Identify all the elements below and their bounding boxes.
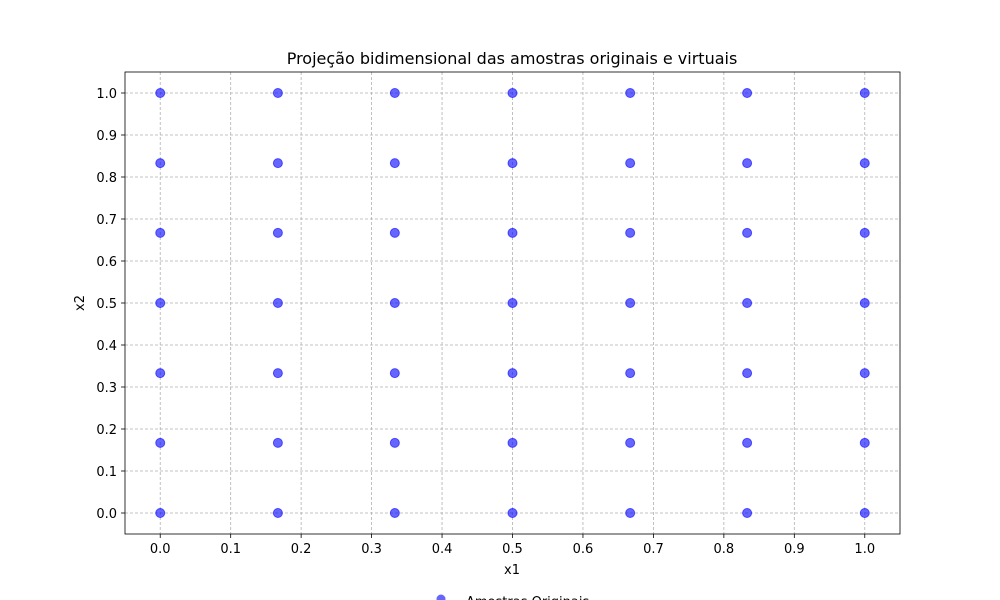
point [742,227,753,238]
y-tick-label: 0.2 [96,423,117,438]
point [272,227,283,238]
point [272,368,283,379]
y-tick-label: 0.3 [96,381,117,396]
plot-frame [124,71,901,535]
y-tick-label: 0.0 [96,507,117,522]
point [155,437,166,448]
x-tick-label: 0.8 [714,542,735,557]
point [859,298,870,308]
point [742,437,753,448]
x-tick-label: 0.9 [784,542,805,557]
y-tick-label: 0.1 [96,465,117,480]
legend-label: Amostras Originais [466,595,589,600]
y-tick-label: 0.9 [96,129,117,144]
point [507,437,518,448]
point [272,508,283,518]
point [272,88,283,98]
point [859,88,870,98]
point [859,508,870,518]
point [625,227,636,238]
point [389,158,400,169]
x-tick-label: 0.1 [220,542,241,557]
point [742,368,753,379]
point [742,158,753,169]
point [507,227,518,238]
point [507,298,518,308]
point [507,508,518,518]
point [859,437,870,448]
point [625,88,636,98]
y-tick-label: 0.7 [96,213,117,228]
x-tick-label: 0.0 [150,542,171,557]
y-axis-label: x2 [73,295,88,311]
point [155,368,166,379]
point [507,88,518,98]
point [625,368,636,379]
x-tick-label: 0.3 [361,542,382,557]
point [625,298,636,308]
point [272,298,283,308]
legend-marker [436,594,446,600]
point [389,227,400,238]
x-axis-label: x1 [504,563,520,578]
point [389,88,400,98]
point [625,158,636,169]
x-tick-label: 0.2 [291,542,312,557]
point [507,368,518,379]
x-tick-label: 0.6 [573,542,594,557]
point [389,298,400,308]
point [272,158,283,169]
y-tick-label: 0.8 [96,171,117,186]
point [389,368,400,379]
point [625,508,636,518]
chart-title: Projeção bidimensional das amostras orig… [287,49,738,68]
point [507,158,518,169]
y-tick-label: 0.5 [96,297,117,312]
point [155,158,166,169]
point [742,508,753,518]
point [625,437,636,448]
x-tick-label: 1.0 [854,542,875,557]
x-tick-label: 0.5 [502,542,523,557]
point [859,158,870,169]
point [859,368,870,379]
point [389,508,400,518]
x-tick-label: 0.7 [643,542,664,557]
point [155,508,166,518]
point [155,298,166,308]
point [155,227,166,238]
x-tick-label: 0.4 [432,542,453,557]
y-tick-label: 0.4 [96,339,117,354]
point [742,298,753,308]
point [389,437,400,448]
point [155,88,166,98]
point [742,88,753,98]
point [859,227,870,238]
y-tick-label: 1.0 [96,87,117,102]
y-tick-label: 0.6 [96,255,117,270]
point [272,437,283,448]
